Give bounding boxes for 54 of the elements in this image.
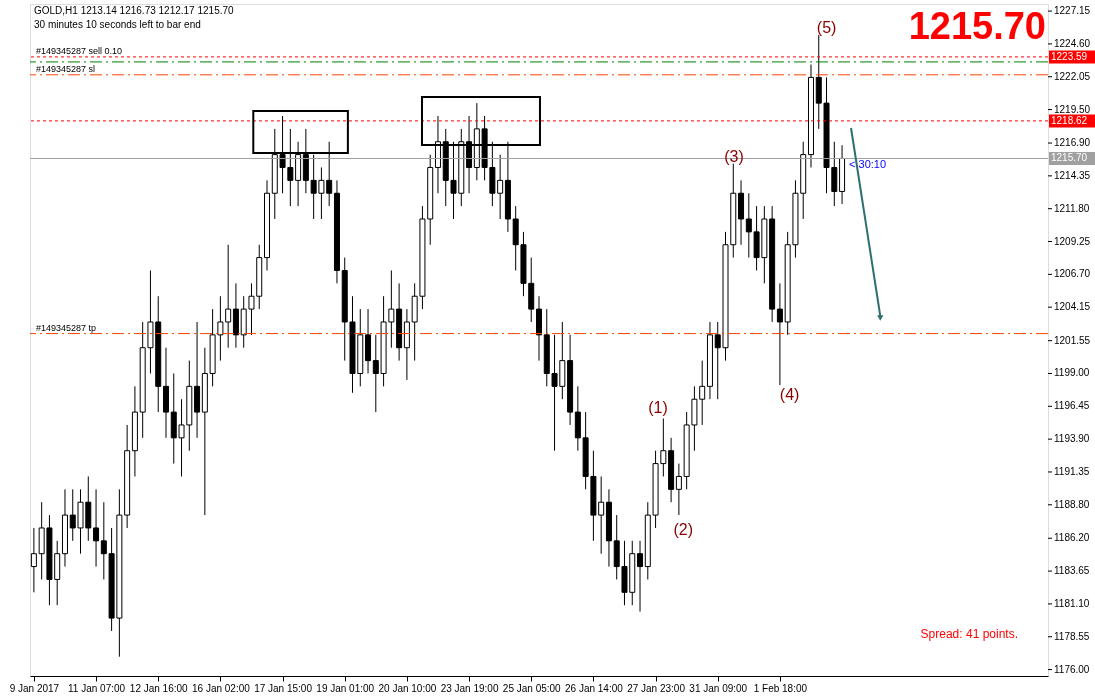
x-tick-label: 31 Jan 09:00 <box>689 682 748 694</box>
annotation: #149345287 sell 0.10 <box>36 45 123 56</box>
y-tick-label: 1209.25 <box>1054 235 1091 247</box>
annotation: < 30:10 <box>849 158 887 170</box>
y-tick-label: 1199.00 <box>1054 367 1090 379</box>
y-tick-label: 1188.80 <box>1054 498 1090 510</box>
y-tick-label: 1183.65 <box>1054 565 1090 577</box>
ref-line-label: 1215.70 <box>1051 152 1088 164</box>
annotation: #149345287 tp <box>36 322 97 333</box>
candlestick <box>776 282 783 386</box>
annotation: (1) <box>648 399 668 416</box>
y-tick-label: 1211.80 <box>1054 202 1090 214</box>
y-tick-label: 1206.70 <box>1054 268 1091 280</box>
x-tick-label: 9 Jan 2017 <box>9 682 60 694</box>
x-tick-label: 17 Jan 15:00 <box>254 682 313 694</box>
annotation: (4) <box>779 386 800 403</box>
x-tick-label: 19 Jan 01:00 <box>316 682 375 694</box>
x-tick-label: 27 Jan 23:00 <box>627 682 686 694</box>
annotation: (2) <box>673 521 694 538</box>
candlestick <box>30 527 37 593</box>
y-tick-label: 1222.05 <box>1054 70 1091 82</box>
x-tick-label: 20 Jan 10:00 <box>378 682 437 694</box>
y-tick-label: 1191.35 <box>1054 465 1090 477</box>
y-tick-label: 1219.50 <box>1054 103 1091 115</box>
x-tick-label: 11 Jan 07:00 <box>68 682 126 694</box>
chart-title: GOLD,H1 1213.14 1216.73 1212.17 1215.70 <box>34 5 235 16</box>
x-tick-label: 23 Jan 19:00 <box>440 682 499 694</box>
y-tick-label: 1196.45 <box>1054 400 1090 412</box>
x-tick-label: 1 Feb 18:00 <box>753 682 808 694</box>
ref-line-label: 1218.62 <box>1051 114 1088 126</box>
x-tick-label: 12 Jan 16:00 <box>129 682 189 694</box>
candlestick <box>637 540 644 613</box>
x-tick-label: 26 Jan 14:00 <box>564 682 624 694</box>
x-tick-label: 25 Jan 05:00 <box>502 682 562 694</box>
y-tick-label: 1186.20 <box>1054 532 1090 544</box>
y-tick-label: 1216.90 <box>1054 137 1091 149</box>
x-tick-label: 16 Jan 02:00 <box>191 682 251 694</box>
annotation: Spread: 41 points. <box>920 627 1018 641</box>
ref-line-label: 1223.59 <box>1051 50 1088 62</box>
y-tick-label: 1181.10 <box>1054 597 1090 609</box>
y-tick-label: 1204.15 <box>1054 301 1091 313</box>
y-tick-label: 1224.60 <box>1054 37 1091 49</box>
annotation: 1215.70 <box>908 5 1046 47</box>
y-tick-label: 1193.90 <box>1054 433 1090 445</box>
y-tick-label: 1201.55 <box>1054 334 1091 346</box>
annotation: (3) <box>724 148 744 165</box>
candlestick <box>93 488 100 568</box>
y-tick-label: 1227.15 <box>1054 5 1091 17</box>
y-tick-label: 1176.00 <box>1054 663 1090 675</box>
y-tick-label: 1178.55 <box>1054 630 1090 642</box>
text: 30 minutes 10 seconds left to bar end <box>34 19 201 30</box>
annotation: #149345287 sl <box>36 63 96 74</box>
annotation: (5) <box>816 19 837 36</box>
y-tick-label: 1214.35 <box>1054 169 1091 181</box>
